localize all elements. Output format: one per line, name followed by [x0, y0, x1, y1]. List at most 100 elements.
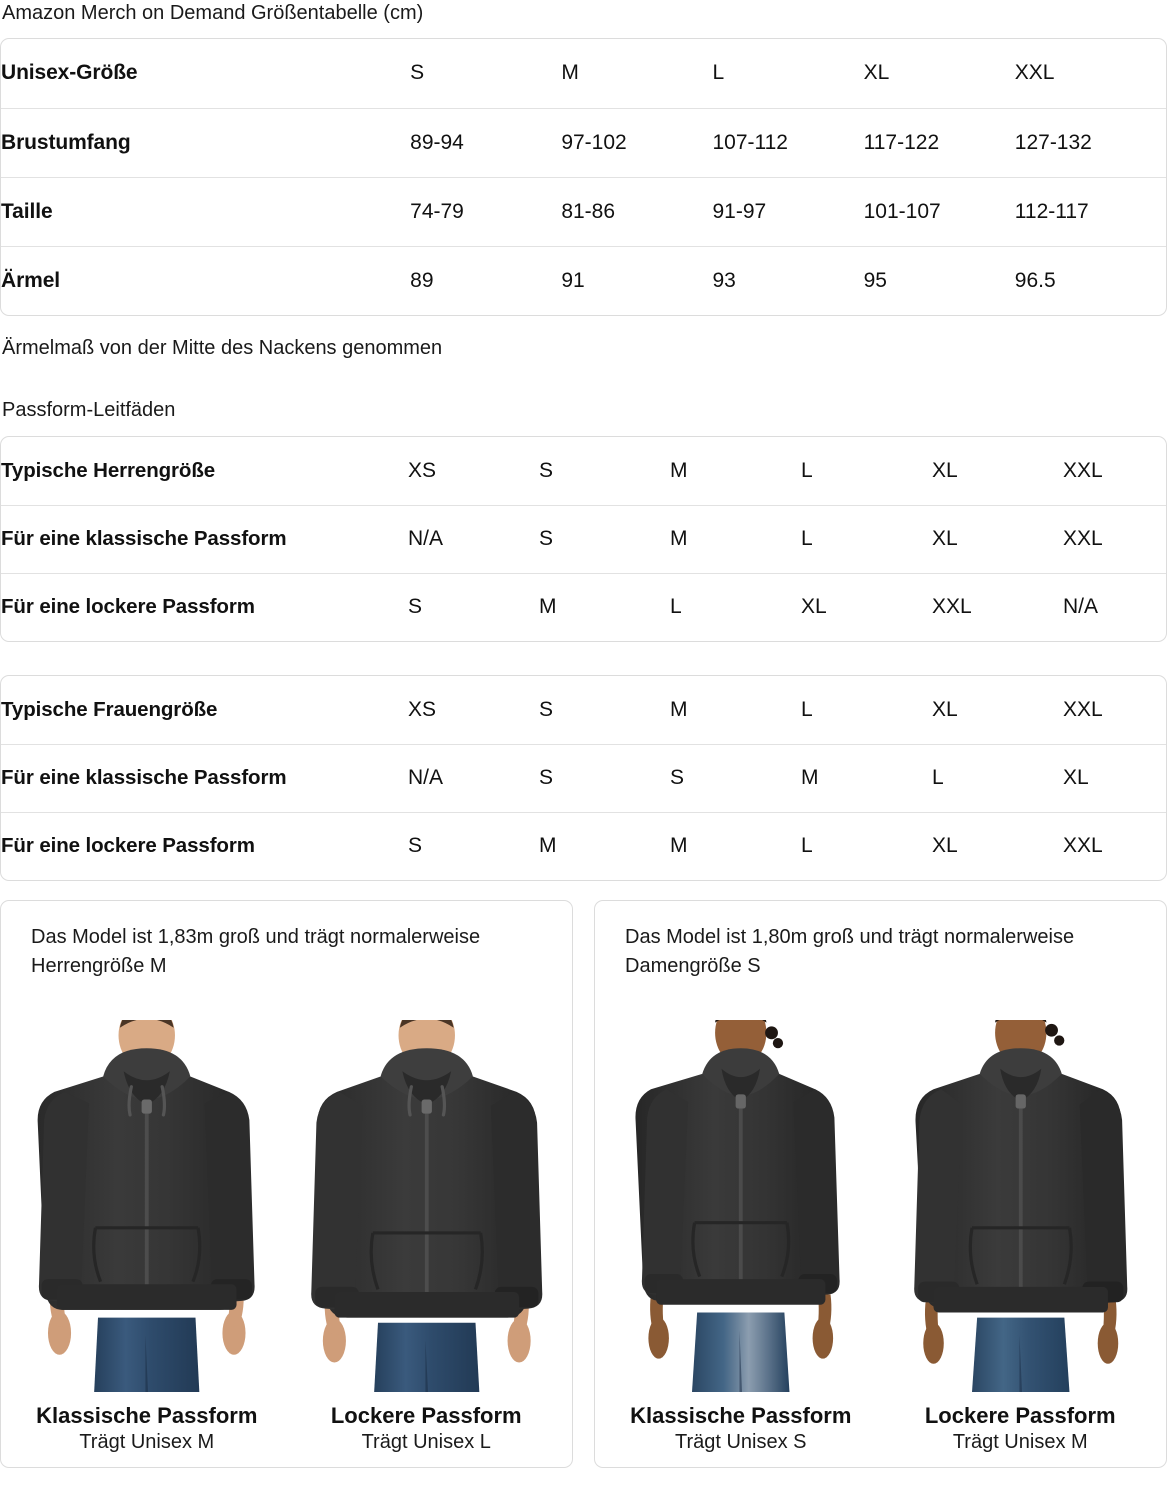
male-classic-fit-figure: Klassische Passform Trägt Unisex M — [7, 1019, 287, 1468]
fit-label: Lockere Passform — [924, 1402, 1116, 1428]
cell: 89-94 — [410, 107, 562, 177]
cell: S — [539, 504, 670, 573]
female-relaxed-fit-caption: Lockere Passform Trägt Unisex M — [925, 1392, 1116, 1468]
female-relaxed-fit-figure: Lockere Passform Trägt Unisex M — [881, 1019, 1161, 1468]
cell: M — [539, 811, 670, 880]
male-model-note: Das Model ist 1,83m groß und trägt norma… — [31, 926, 481, 977]
cell: L — [801, 504, 932, 573]
cell: M — [670, 811, 801, 880]
cell: XL — [801, 572, 932, 641]
page-title: Amazon Merch on Demand Größentabelle (cm… — [2, 2, 424, 24]
cell: L — [670, 572, 801, 641]
cell: N/A — [408, 504, 539, 573]
wears-label: Trägt Unisex M — [79, 1431, 215, 1453]
cell: N/A — [408, 743, 539, 812]
cell: M — [670, 504, 801, 573]
male-classic-fit-photo — [7, 1019, 287, 1392]
female-figures: Klassische Passform Trägt Unisex S — [595, 985, 1166, 1467]
cell: M — [539, 572, 670, 641]
table-row: Typische Herrengröße XS S M L XL XXL — [1, 437, 1166, 505]
table-row: Für eine klassische Passform N/A S S M L… — [1, 743, 1166, 812]
size-header-xxl: XXL — [1014, 61, 1055, 85]
cell: 107-112 — [712, 107, 864, 177]
cell: 127-132 — [1014, 107, 1166, 177]
fit-label: Klassische Passform — [36, 1402, 258, 1428]
male-relaxed-fit-figure: Lockere Passform Trägt Unisex L — [287, 1019, 567, 1468]
wears-label: Trägt Unisex M — [952, 1431, 1088, 1453]
table-row: Für eine lockere Passform S M L XL XXL N… — [1, 572, 1166, 641]
row-label: Ärmel — [1, 245, 411, 315]
row-label: Unisex-Größe — [1, 61, 138, 85]
female-classic-fit-caption: Klassische Passform Trägt Unisex S — [630, 1392, 851, 1468]
cell: S — [539, 697, 554, 721]
row-label: Für eine lockere Passform — [1, 811, 408, 880]
row-label: Typische Frauengröße — [1, 697, 218, 721]
mens-fit-guide-table: Typische Herrengröße XS S M L XL XXL Für… — [0, 436, 1167, 642]
cell: S — [539, 458, 554, 482]
table-row: Für eine klassische Passform N/A S M L X… — [1, 504, 1166, 573]
fit-label: Klassische Passform — [630, 1402, 852, 1428]
size-header-xl: XL — [863, 61, 890, 85]
cell: S — [539, 743, 670, 812]
row-label: Typische Herrengröße — [1, 458, 216, 482]
row-label: Für eine klassische Passform — [1, 743, 408, 812]
cell: XL — [1063, 743, 1166, 812]
male-classic-fit-caption: Klassische Passform Trägt Unisex M — [36, 1392, 257, 1468]
table-row: Brustumfang 89-94 97-102 107-112 117-122… — [1, 107, 1166, 177]
cell: S — [408, 811, 539, 880]
cell: XL — [932, 811, 1063, 880]
cell: 81-86 — [561, 176, 713, 246]
size-header-s: S — [410, 61, 425, 85]
cell: XL — [932, 458, 958, 482]
table-header-row: Unisex-Größe S M L XL XXL — [1, 39, 1166, 108]
cell: 101-107 — [863, 176, 1015, 246]
cell: 91-97 — [712, 176, 864, 246]
cell: XS — [408, 458, 437, 482]
fit-guides-title: Passform-Leitfäden — [2, 399, 176, 421]
cell: 112-117 — [1014, 176, 1166, 246]
table-row: Ärmel 89 91 93 95 96.5 — [1, 245, 1166, 315]
row-label: Für eine klassische Passform — [1, 504, 408, 573]
cell: N/A — [1063, 572, 1166, 641]
cell: L — [801, 697, 813, 721]
size-header-m: M — [561, 61, 579, 85]
cell: 117-122 — [863, 107, 1015, 177]
table-row: Taille 74-79 81-86 91-97 101-107 112-117 — [1, 176, 1166, 246]
male-figures: Klassische Passform Trägt Unisex M — [1, 985, 572, 1467]
wears-label: Trägt Unisex L — [361, 1431, 491, 1453]
female-classic-fit-photo — [601, 1019, 881, 1392]
cell: XXL — [1063, 504, 1166, 573]
cell: M — [670, 458, 688, 482]
cell: 89 — [410, 245, 562, 315]
cell: 93 — [712, 245, 864, 315]
male-relaxed-fit-photo — [287, 1019, 567, 1392]
cell: XXL — [1063, 697, 1103, 721]
cell: XXL — [1063, 458, 1103, 482]
cell: XXL — [932, 572, 1063, 641]
cell: 74-79 — [410, 176, 562, 246]
cell: XS — [408, 697, 437, 721]
size-header-l: L — [712, 61, 725, 85]
row-label: Für eine lockere Passform — [1, 572, 408, 641]
wears-label: Trägt Unisex S — [674, 1431, 807, 1453]
cell: S — [408, 572, 539, 641]
cell: XL — [932, 504, 1063, 573]
sleeve-measure-footnote: Ärmelmaß von der Mitte des Nackens genom… — [2, 337, 443, 359]
cell: L — [932, 743, 1063, 812]
womens-fit-guide-table: Typische Frauengröße XS S M L XL XXL Für… — [0, 675, 1167, 881]
cell: 91 — [561, 245, 713, 315]
table-row: Für eine lockere Passform S M M L XL XXL — [1, 811, 1166, 880]
male-relaxed-fit-caption: Lockere Passform Trägt Unisex L — [331, 1392, 522, 1468]
cell: 97-102 — [561, 107, 713, 177]
row-label: Taille — [1, 176, 411, 246]
female-model-card: Das Model ist 1,80m groß und trägt norma… — [594, 900, 1167, 1468]
cell: L — [801, 811, 932, 880]
cell: L — [801, 458, 813, 482]
cell: XXL — [1063, 811, 1166, 880]
cell: 96.5 — [1014, 245, 1166, 315]
row-label: Brustumfang — [1, 107, 411, 177]
female-relaxed-fit-photo — [881, 1019, 1161, 1392]
female-classic-fit-figure: Klassische Passform Trägt Unisex S — [601, 1019, 881, 1468]
model-cards-row: Das Model ist 1,83m groß und trägt norma… — [0, 900, 1167, 1468]
